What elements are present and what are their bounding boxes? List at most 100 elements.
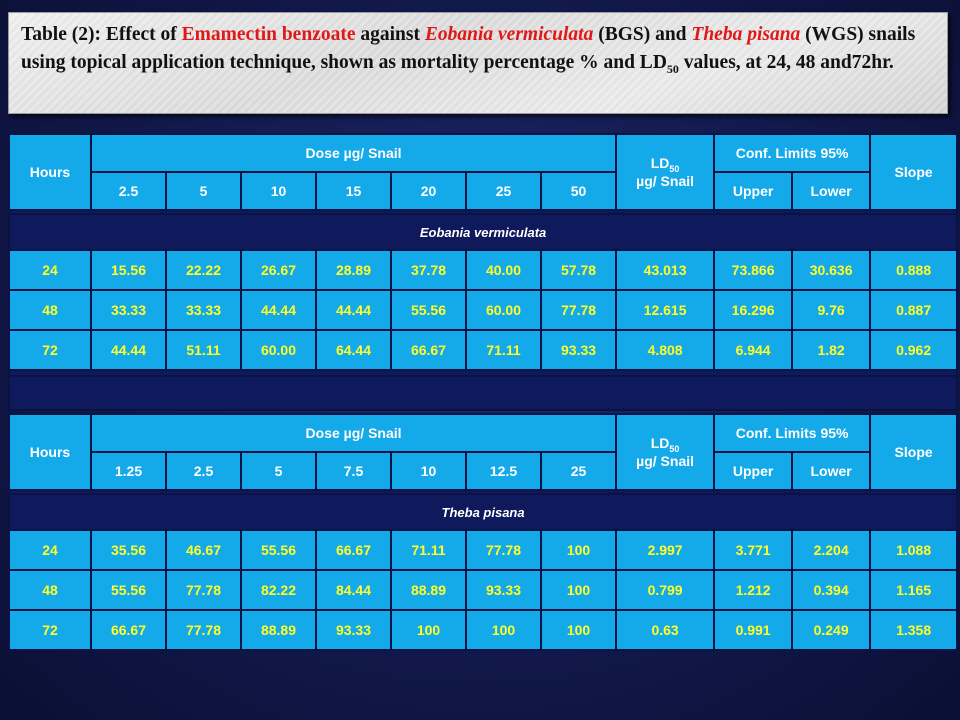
caption-species-bgs: Eobania vermiculata [424,24,594,45]
cell: 0.799 [615,569,716,611]
cell: 30.636 [791,249,872,291]
cell: 88.89 [240,609,317,651]
cell: 24 [8,249,92,291]
cell: 64.44 [315,329,392,371]
table-row: 24 15.56 22.22 26.67 28.89 37.78 40.00 5… [8,249,959,291]
dose-value: 12.5 [465,451,542,491]
cell: 0.888 [869,249,959,291]
separator [7,489,959,495]
cell: 16.296 [713,289,794,331]
cell: 71.11 [390,529,467,571]
cell: 2.997 [615,529,716,571]
cell: 0.249 [791,609,872,651]
caption-text: Table (2): Effect of [21,24,182,45]
caption-subscript: 50 [666,61,679,76]
cell: 35.56 [90,529,167,571]
cell: 9.76 [791,289,872,331]
cell: 72 [8,609,92,651]
cell: 88.89 [390,569,467,611]
cell: 1.82 [791,329,872,371]
ld50-header: LD50 µg/ Snail [615,413,716,491]
spacer-row [7,375,959,411]
hours-header: Hours [8,413,92,491]
cell: 33.33 [90,289,167,331]
mortality-table-theba: Hours Dose µg/ Snail LD50 µg/ Snail Conf.… [7,413,959,651]
cell: 60.00 [465,289,542,331]
cell: 93.33 [465,569,542,611]
cell: 24 [8,529,92,571]
cell: 4.808 [615,329,716,371]
cell: 12.615 [615,289,716,331]
cell: 57.78 [539,249,618,291]
cell: 55.56 [240,529,317,571]
cell: 77.78 [165,609,242,651]
cell: 26.67 [240,249,317,291]
cell: 37.78 [390,249,467,291]
cell: 100 [539,609,618,651]
cell: 77.78 [465,529,542,571]
table-row: 72 44.44 51.11 60.00 64.44 66.67 71.11 9… [8,329,959,371]
separator [7,369,959,377]
slope-header: Slope [869,133,959,211]
dose-value: 20 [390,171,467,211]
cell: 1.165 [869,569,959,611]
cell: 48 [8,569,92,611]
cell: 66.67 [315,529,392,571]
ld50-unit: µg/ Snail [636,173,695,189]
dose-value: 7.5 [315,451,392,491]
cell: 84.44 [315,569,392,611]
cell: 93.33 [539,329,618,371]
dose-value: 10 [390,451,467,491]
cell: 51.11 [165,329,242,371]
dose-value: 1.25 [90,451,167,491]
separator [7,209,959,215]
species-label: Theba pisana [7,493,959,531]
table-row: 48 55.56 77.78 82.22 84.44 88.89 93.33 1… [8,569,959,611]
conf-limits-header: Conf. Limits 95% [713,413,872,453]
cell: 22.22 [165,249,242,291]
cell: 82.22 [240,569,317,611]
cell: 71.11 [465,329,542,371]
mortality-table-eobania: Hours Dose µg/ Snail LD50 µg/ Snail Conf.… [7,133,959,411]
species-label: Eobania vermiculata [7,213,959,251]
cell: 0.887 [869,289,959,331]
table-row: 72 66.67 77.78 88.89 93.33 100 100 100 0… [8,609,959,651]
conf-limits-header: Conf. Limits 95% [713,133,872,173]
cell: 66.67 [90,609,167,651]
ld50-label: LD [650,155,670,171]
cell: 100 [539,569,618,611]
cell: 43.013 [615,249,716,291]
cell: 0.63 [615,609,716,651]
caption-text: values, at 24, 48 and72hr. [678,52,894,73]
cell: 93.33 [315,609,392,651]
ld50-unit: µg/ Snail [636,453,695,469]
cell: 1.212 [713,569,794,611]
cell: 55.56 [90,569,167,611]
cell: 1.358 [869,609,959,651]
hours-header: Hours [8,133,92,211]
dose-header: Dose µg/ Snail [89,133,618,173]
caption-text: (WGS) snails using topical application t… [21,24,916,73]
cell: 100 [390,609,467,651]
cell: 6.944 [713,329,794,371]
cell: 55.56 [390,289,467,331]
cell: 40.00 [465,249,542,291]
cell: 44.44 [240,289,317,331]
ld50-label: LD [650,435,670,451]
cell: 100 [539,529,618,571]
upper-header: Upper [713,451,794,491]
caption-text: against [355,24,425,45]
caption-text: (BGS) and [593,24,692,45]
cell: 77.78 [539,289,618,331]
caption-compound: Emamectin benzoate [181,24,356,45]
cell: 1.088 [869,529,959,571]
dose-header: Dose µg/ Snail [89,413,618,453]
dose-value: 2.5 [90,171,167,211]
cell: 72 [8,329,92,371]
cell: 46.67 [165,529,242,571]
lower-header: Lower [791,171,872,211]
cell: 28.89 [315,249,392,291]
cell: 66.67 [390,329,467,371]
dose-value: 5 [240,451,317,491]
cell: 44.44 [315,289,392,331]
